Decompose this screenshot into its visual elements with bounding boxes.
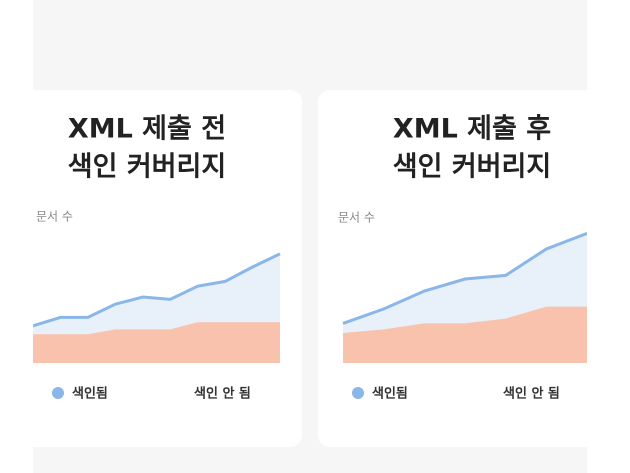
legend-marker [52, 387, 64, 399]
chart-title: 색인 커버리지 [393, 152, 551, 183]
y-axis-label: 문서 수 [338, 211, 375, 225]
legend-label: 색인 안 됨 [194, 386, 251, 402]
legend-label: 색인됨 [372, 386, 408, 402]
legend-label: 색인 안 됨 [503, 386, 560, 402]
legend-marker [174, 387, 186, 399]
legend-marker [352, 387, 364, 399]
y-axis-label: 문서 수 [36, 210, 73, 224]
legend-label: 색인됨 [72, 386, 108, 402]
chart-title: 색인 커버리지 [68, 152, 226, 183]
line [342, 231, 587, 325]
area [343, 306, 587, 363]
line [33, 252, 281, 328]
chart-title: XML 제출 전 [68, 114, 226, 145]
chart-title: XML 제출 후 [393, 114, 551, 145]
legend-marker [483, 387, 495, 399]
area [33, 322, 280, 363]
